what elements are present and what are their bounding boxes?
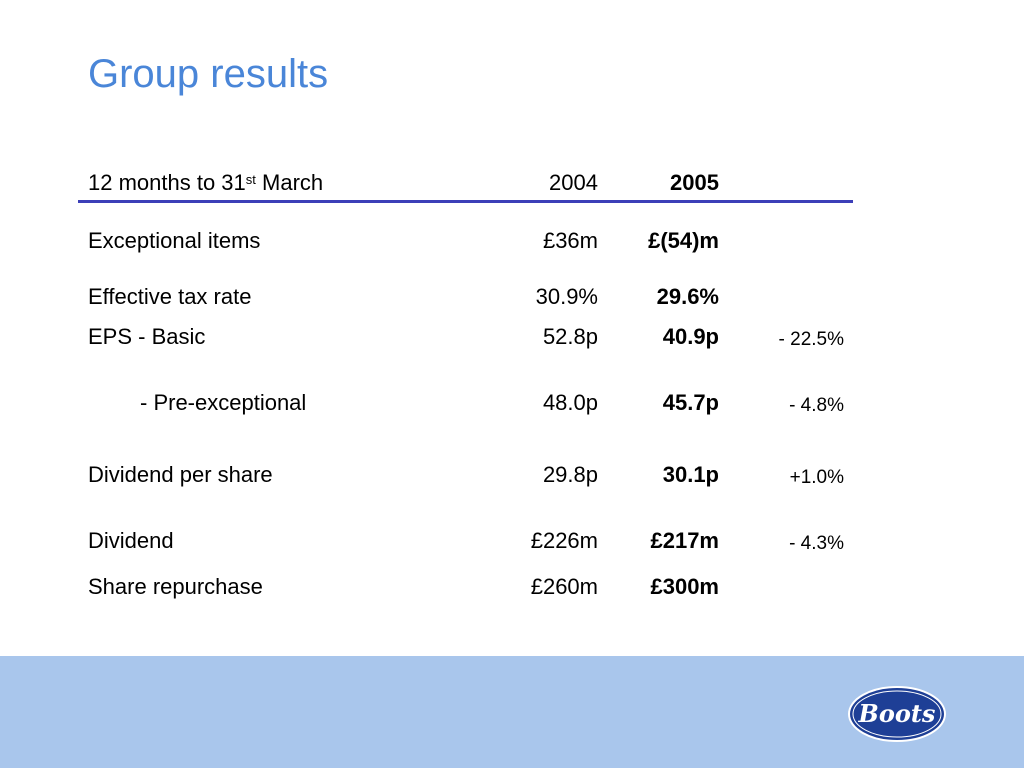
- value-2004: £226m: [530, 528, 598, 553]
- value-2004: 48.0p: [542, 390, 598, 415]
- change-percent: - 4.3%: [789, 533, 844, 554]
- table-row: Effective tax rate 30.9% 29.6%: [0, 282, 1024, 312]
- table-row: EPS - Basic 52.8p 40.9p - 22.5%: [0, 322, 1024, 352]
- value-2004: £260m: [530, 574, 598, 599]
- change-percent: +1.0%: [789, 467, 844, 488]
- header-rule: [78, 200, 853, 203]
- table-row: Exceptional items £36m £(54)m: [0, 226, 1024, 256]
- slide-title: Group results: [88, 52, 329, 96]
- value-2005: 30.1p: [662, 462, 719, 487]
- value-2005: £(54)m: [648, 228, 719, 253]
- value-2005: 29.6%: [656, 284, 719, 309]
- table-row: Dividend £226m £217m - 4.3%: [0, 526, 1024, 556]
- value-2004: 29.8p: [542, 462, 598, 487]
- row-label: Dividend: [88, 528, 174, 553]
- row-label: Exceptional items: [88, 228, 261, 253]
- column-header-2005: 2005: [670, 170, 719, 195]
- value-2004: £36m: [542, 228, 598, 253]
- logo-wordmark: Boots: [858, 699, 936, 728]
- value-2004: 52.8p: [542, 324, 598, 349]
- row-label: - Pre-exceptional: [140, 390, 307, 415]
- column-header-2004: 2004: [549, 170, 598, 195]
- table-row: - Pre-exceptional 48.0p 45.7p - 4.8%: [0, 388, 1024, 418]
- change-percent: - 4.8%: [789, 395, 844, 416]
- value-2005: £217m: [650, 528, 719, 553]
- boots-logo: Boots: [848, 686, 946, 742]
- row-label: EPS - Basic: [88, 324, 206, 349]
- row-label: Effective tax rate: [88, 284, 252, 309]
- table-row: Dividend per share 29.8p 30.1p +1.0%: [0, 460, 1024, 490]
- row-label: Share repurchase: [88, 574, 263, 599]
- value-2005: 40.9p: [662, 324, 719, 349]
- table-header: 12 months to 31st March 2004 2005: [0, 168, 1024, 198]
- row-label: Dividend per share: [88, 462, 273, 487]
- period-label: 12 months to 31st March: [88, 170, 324, 195]
- value-2005: 45.7p: [662, 390, 719, 415]
- value-2005: £300m: [650, 574, 719, 599]
- value-2004: 30.9%: [535, 284, 598, 309]
- table-row: Share repurchase £260m £300m: [0, 572, 1024, 602]
- change-percent: - 22.5%: [778, 329, 844, 350]
